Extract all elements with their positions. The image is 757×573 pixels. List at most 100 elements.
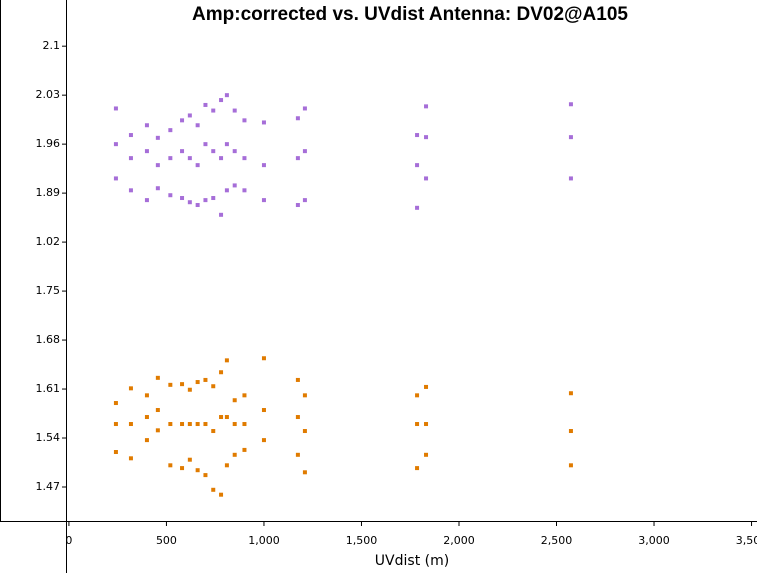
point [144,149,149,154]
point [211,108,216,113]
point [168,156,173,161]
point [203,142,208,147]
point [187,200,192,205]
point [113,176,118,181]
point [168,382,173,387]
point [180,422,185,427]
point [232,183,237,188]
x-tick-label: 2,500 [541,534,573,547]
point [424,176,429,181]
point [144,415,149,420]
point [415,205,420,210]
point [168,463,173,468]
point [128,456,133,461]
point [232,149,237,154]
x-axis-label: UVdist (m) [375,553,449,569]
point [224,93,229,98]
point [195,163,200,168]
point [180,118,185,123]
point [302,106,307,111]
point [568,135,573,140]
chart-title: Amp:corrected vs. UVdist Antenna: DV02@A… [192,4,628,25]
point [232,452,237,457]
point [203,422,208,427]
y-tick-label: 1.54 [36,431,61,444]
y-tick-label: 1.96 [36,137,61,150]
point [568,463,573,468]
point [211,384,216,389]
point [415,466,420,471]
point [144,393,149,398]
point [128,386,133,391]
point [195,468,200,473]
point [203,198,208,203]
point [261,198,266,203]
point [155,163,160,168]
point [242,393,247,398]
point [219,156,224,161]
point [128,188,133,193]
point [203,473,208,478]
point [568,391,573,396]
point [113,142,118,147]
point [219,98,224,103]
point [195,422,200,427]
point [295,156,300,161]
point [242,118,247,123]
point [203,102,208,107]
x-tick-label: 500 [156,534,177,547]
point [144,123,149,128]
point [187,113,192,118]
point [219,370,224,375]
point [302,149,307,154]
point [155,186,160,191]
point [180,196,185,201]
point [219,492,224,497]
point [224,142,229,147]
y-tick-label: 1.89 [36,186,61,199]
point [415,163,420,168]
point [128,156,133,161]
point [232,422,237,427]
point [424,104,429,109]
point [261,408,266,413]
point [232,108,237,113]
point [295,415,300,420]
point [568,429,573,434]
point [302,429,307,434]
point [232,398,237,403]
y-tick-label: 1.47 [36,480,61,493]
point [261,356,266,361]
point [187,457,192,462]
point [155,135,160,140]
x-tick-label: 3,000 [638,534,670,547]
x-tick-label: 2,000 [443,534,475,547]
y-tick-label: 1.75 [36,284,61,297]
point [242,188,247,193]
point [187,387,192,392]
point [424,452,429,457]
point [144,198,149,203]
point [168,422,173,427]
x-tick-label: 1,000 [248,534,280,547]
point [415,422,420,427]
point [113,401,118,406]
point [211,149,216,154]
x-tick-label: 3,500 [736,534,757,547]
point [180,466,185,471]
point [180,149,185,154]
point [203,377,208,382]
point [219,415,224,420]
point [242,447,247,452]
point [224,463,229,468]
point [415,133,420,138]
y-tick-label: 1.61 [36,382,61,395]
point [242,422,247,427]
point [144,438,149,443]
point [424,135,429,140]
point [295,377,300,382]
point [187,156,192,161]
point [113,450,118,455]
